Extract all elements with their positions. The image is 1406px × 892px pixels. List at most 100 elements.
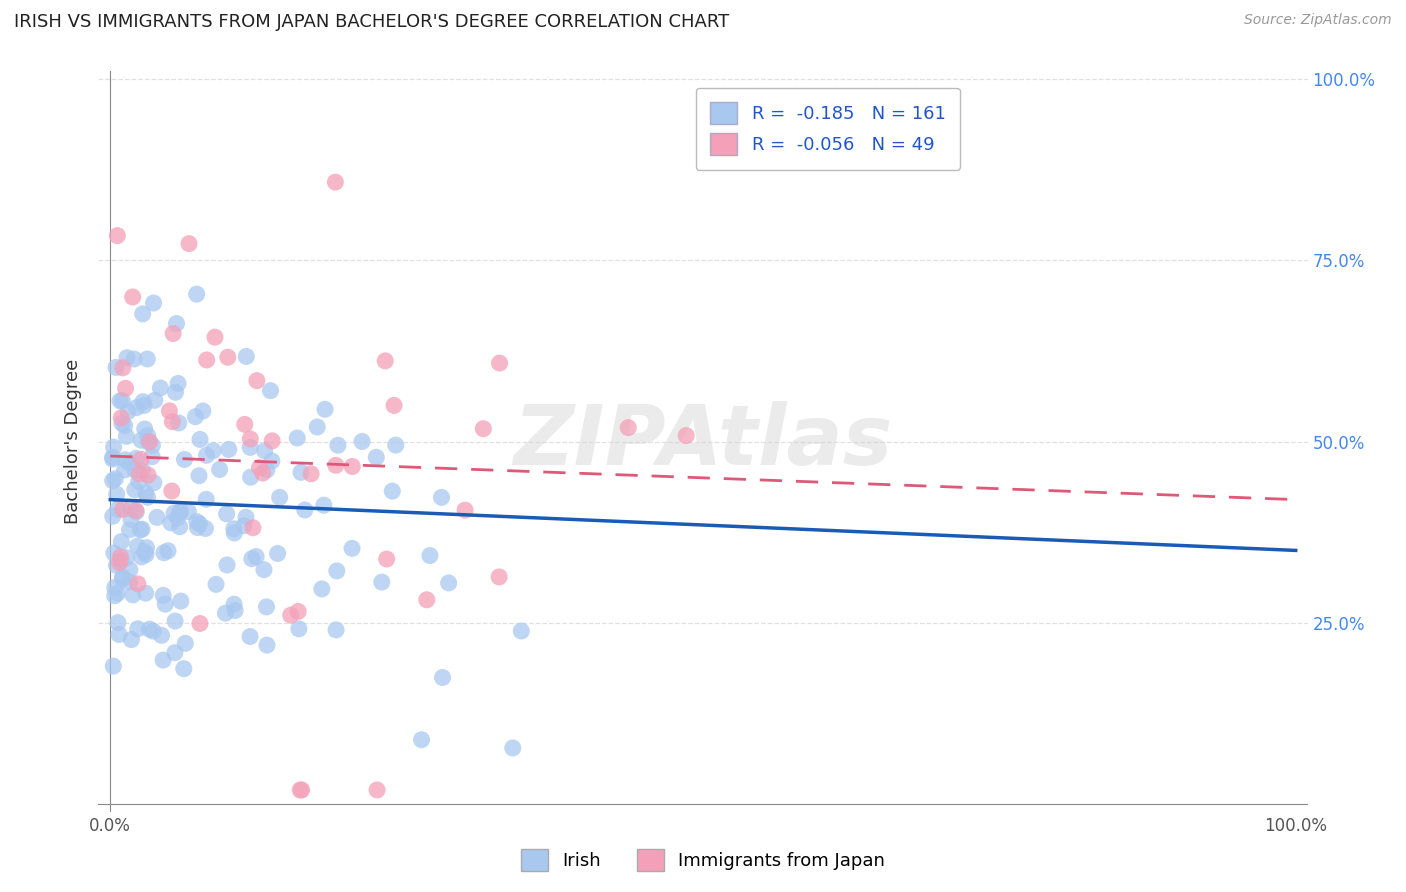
Point (222, 522, 245, 536)
Point (120, 512, 142, 526)
Point (160, 483, 183, 498)
Point (152, 653, 174, 667)
Text: Source: ZipAtlas.com: Source: ZipAtlas.com (1244, 13, 1392, 28)
Point (177, 505, 200, 519)
Point (105, 487, 128, 501)
Point (142, 624, 165, 639)
Point (104, 589, 127, 603)
Point (314, 402, 336, 417)
Point (111, 502, 134, 516)
Point (259, 384, 281, 398)
Point (128, 467, 150, 481)
Point (128, 475, 150, 489)
Point (150, 628, 173, 642)
Point (472, 422, 495, 436)
Point (675, 428, 697, 442)
Point (110, 534, 132, 549)
Point (105, 558, 128, 573)
Point (163, 646, 186, 660)
Point (125, 505, 148, 519)
Point (167, 376, 190, 391)
Point (131, 522, 153, 536)
Point (186, 520, 208, 534)
Point (110, 553, 132, 567)
Point (174, 636, 197, 650)
Point (371, 575, 394, 590)
Point (118, 523, 141, 537)
Point (110, 411, 132, 425)
Point (299, 467, 322, 481)
Point (122, 351, 145, 366)
Point (166, 511, 188, 525)
Legend: Irish, Immigrants from Japan: Irish, Immigrants from Japan (513, 842, 893, 879)
Point (326, 438, 349, 452)
Point (419, 549, 441, 563)
Point (411, 732, 433, 747)
Point (107, 586, 129, 600)
Point (101, 509, 124, 524)
Point (325, 175, 347, 189)
Point (134, 545, 156, 559)
Point (162, 326, 184, 341)
Point (107, 615, 129, 630)
Point (242, 521, 264, 535)
Point (138, 622, 160, 636)
Point (157, 543, 180, 558)
Point (129, 434, 152, 448)
Point (129, 523, 152, 537)
Point (617, 420, 640, 434)
Point (288, 622, 311, 636)
Point (115, 429, 138, 443)
Point (188, 468, 211, 483)
Point (114, 381, 136, 395)
Point (202, 443, 225, 458)
Point (384, 438, 406, 452)
Point (101, 452, 124, 467)
Point (294, 503, 316, 517)
Point (149, 381, 172, 395)
Point (125, 503, 148, 517)
Point (111, 572, 134, 586)
Point (240, 551, 263, 566)
Point (195, 353, 218, 368)
Point (115, 550, 138, 565)
Point (239, 441, 262, 455)
Point (184, 409, 207, 424)
Point (114, 452, 136, 467)
Point (224, 525, 246, 540)
Point (233, 417, 256, 432)
Point (325, 623, 347, 637)
Point (118, 456, 141, 470)
Point (136, 351, 159, 366)
Point (430, 491, 453, 505)
Point (224, 603, 246, 617)
Point (117, 404, 139, 418)
Point (108, 627, 131, 641)
Point (104, 581, 127, 595)
Point (239, 470, 262, 484)
Point (375, 552, 398, 566)
Point (382, 398, 405, 412)
Point (256, 638, 278, 652)
Point (340, 541, 363, 556)
Point (132, 464, 155, 478)
Point (208, 462, 231, 476)
Point (110, 549, 132, 564)
Point (118, 563, 141, 577)
Point (120, 501, 142, 516)
Point (142, 475, 165, 490)
Y-axis label: Bachelor's Degree: Bachelor's Degree (65, 359, 83, 524)
Point (269, 491, 291, 505)
Point (311, 582, 333, 596)
Point (266, 547, 288, 561)
Point (488, 570, 510, 584)
Point (122, 588, 145, 602)
Point (191, 404, 214, 418)
Text: ZIPAtlas: ZIPAtlas (513, 401, 893, 482)
Point (120, 632, 142, 647)
Point (342, 459, 364, 474)
Point (366, 450, 388, 465)
Point (169, 520, 191, 534)
Point (101, 474, 124, 488)
Point (325, 458, 347, 473)
